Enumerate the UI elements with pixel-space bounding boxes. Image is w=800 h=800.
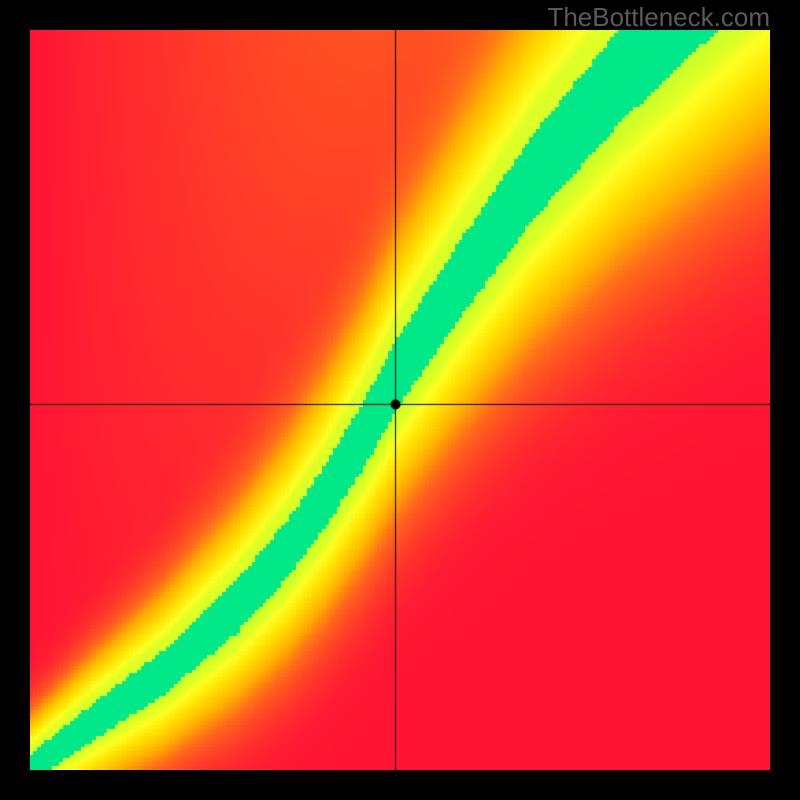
bottleneck-heatmap bbox=[30, 30, 770, 770]
watermark-text: TheBottleneck.com bbox=[547, 2, 770, 33]
chart-container: TheBottleneck.com bbox=[0, 0, 800, 800]
